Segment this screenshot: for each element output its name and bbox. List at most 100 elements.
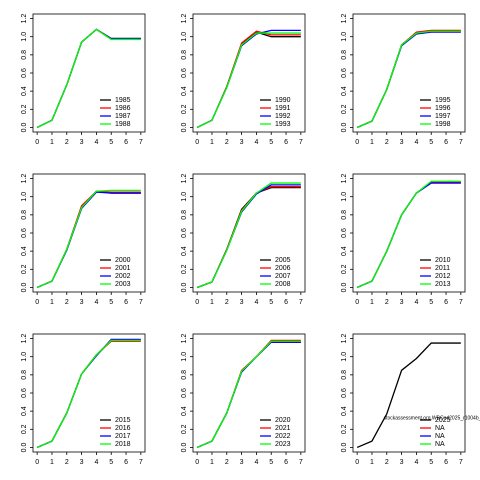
x-tick-label: 7 [139,139,143,146]
y-tick-label: 0.2 [181,104,188,114]
y-tick-label: 1.0 [21,32,28,42]
y-tick-label: 0.2 [21,104,28,114]
x-tick-label: 3 [80,299,84,306]
x-tick-label: 1 [50,299,54,306]
legend-label: 2020 [275,417,291,424]
x-tick-label: 7 [299,139,303,146]
y-tick-label: 0.6 [341,388,348,398]
y-tick-label: 0.4 [341,406,348,416]
y-tick-label: 1.2 [21,174,28,184]
y-tick-label: 0.2 [21,264,28,274]
x-tick-label: 7 [299,459,303,466]
x-tick-label: 3 [240,459,244,466]
x-tick-label: 5 [109,299,113,306]
x-tick-label: 4 [254,139,258,146]
series-line [36,339,141,449]
legend-label: 2012 [435,273,451,280]
x-tick-label: 2 [65,139,69,146]
annotation: stockassessment.org,WBCod2025_r1004b_alt… [384,415,480,421]
y-tick-label: 0.0 [21,122,28,132]
x-tick-label: 1 [370,459,374,466]
x-tick-label: 6 [444,459,448,466]
y-tick-label: 1.0 [341,352,348,362]
x-tick-label: 0 [355,139,359,146]
y-tick-label: 0.8 [341,50,348,60]
x-tick-label: 4 [414,139,418,146]
y-tick-label: 1.2 [21,334,28,344]
legend-label: 2010 [435,257,451,264]
legend-label: 1987 [115,113,131,120]
x-tick-label: 5 [269,139,273,146]
legend-label: NA [435,441,445,448]
legend-label: NA [435,425,445,432]
x-tick-label: 3 [240,139,244,146]
y-tick-label: 1.2 [181,14,188,24]
x-tick-label: 6 [124,139,128,146]
legend-label: 1995 [435,97,451,104]
legend-label: 2017 [115,433,131,440]
y-tick-label: 1.0 [181,352,188,362]
legend-label: 2021 [275,425,291,432]
x-tick-label: 0 [35,299,39,306]
x-tick-label: 1 [50,459,54,466]
x-tick-label: 7 [139,299,143,306]
y-tick-label: 0.6 [21,388,28,398]
x-tick-label: 4 [414,299,418,306]
x-tick-label: 1 [210,139,214,146]
y-tick-label: 1.0 [21,192,28,202]
x-tick-label: 3 [80,139,84,146]
legend-label: 2022 [275,433,291,440]
x-tick-label: 7 [139,459,143,466]
x-tick-label: 4 [254,459,258,466]
legend-label: 2003 [115,281,131,288]
legend-label: 1990 [275,97,291,104]
x-tick-label: 6 [444,299,448,306]
y-tick-label: 1.0 [21,352,28,362]
legend-label: 2001 [115,265,131,272]
x-tick-label: 5 [109,139,113,146]
y-tick-label: 1.2 [341,334,348,344]
y-tick-label: 0.0 [181,122,188,132]
y-tick-label: 0.2 [341,264,348,274]
x-tick-label: 2 [225,299,229,306]
series-line [196,32,301,129]
legend-label: 2008 [275,281,291,288]
x-tick-label: 1 [370,299,374,306]
y-tick-label: 0.0 [341,442,348,452]
x-tick-label: 0 [35,459,39,466]
x-tick-label: 7 [459,139,463,146]
y-tick-label: 0.4 [181,246,188,256]
y-tick-label: 0.8 [21,50,28,60]
x-tick-label: 4 [94,139,98,146]
y-tick-label: 0.8 [181,370,188,380]
legend-label: 2005 [275,257,291,264]
legend-label: 2002 [115,273,131,280]
legend-label: 1997 [435,113,451,120]
y-tick-label: 0.2 [341,424,348,434]
legend-label: 2018 [115,441,131,448]
y-tick-label: 0.8 [21,210,28,220]
y-tick-label: 0.2 [341,104,348,114]
x-tick-label: 3 [240,299,244,306]
x-tick-label: 5 [269,459,273,466]
x-tick-label: 1 [370,139,374,146]
x-tick-label: 2 [65,299,69,306]
x-tick-label: 5 [429,299,433,306]
legend-label: 2016 [115,425,131,432]
y-tick-label: 0.4 [21,406,28,416]
y-tick-label: 1.2 [181,174,188,184]
legend-label: 1998 [435,121,451,128]
series-line [356,30,461,129]
y-tick-label: 0.6 [21,68,28,78]
y-tick-label: 0.6 [181,388,188,398]
y-tick-label: 0.0 [21,282,28,292]
x-tick-label: 3 [400,139,404,146]
x-tick-label: 7 [299,299,303,306]
x-tick-label: 4 [94,459,98,466]
x-tick-label: 5 [109,459,113,466]
y-tick-label: 0.8 [21,370,28,380]
legend-label: 2006 [275,265,291,272]
legend-label: 2015 [115,417,131,424]
x-tick-label: 3 [400,299,404,306]
x-tick-label: 2 [225,459,229,466]
